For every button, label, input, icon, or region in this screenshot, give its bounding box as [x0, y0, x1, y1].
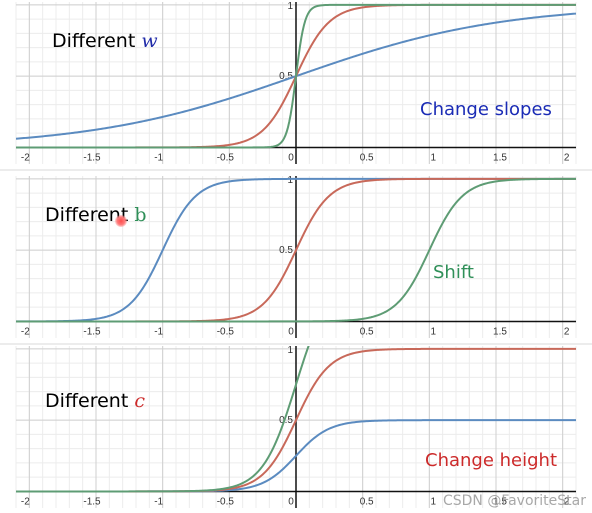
x-tick-label: 0.5 [360, 496, 374, 507]
x-tick-label: -2 [21, 152, 30, 163]
series-3-line [16, 177, 576, 323]
x-tick-label: 0 [288, 496, 294, 507]
cursor-highlight [115, 215, 127, 227]
x-tick-label: 1.5 [493, 326, 507, 337]
x-tick-label: -1.5 [83, 152, 101, 163]
x-tick-label: -0.5 [217, 496, 235, 507]
x-tick-label: 0 [288, 152, 294, 163]
x-tick-label: 1 [431, 326, 437, 337]
panel-1-label: Different w [52, 30, 158, 52]
x-tick-label: 1 [431, 152, 437, 163]
panel-2-label-prefix: Different [45, 204, 129, 226]
x-tick-label: 1.5 [493, 496, 507, 507]
panel-1-note: Change slopes [420, 99, 552, 120]
series-3-line [16, 3, 576, 149]
x-tick-label: -0.5 [217, 152, 235, 163]
x-tick-label: 1.5 [493, 152, 507, 163]
y-tick-label: 1 [287, 345, 293, 356]
panel-3-note: Change height [425, 450, 558, 471]
x-tick-label: 2 [564, 496, 570, 507]
series-3-line [16, 346, 310, 493]
x-tick-label: -1 [154, 496, 163, 507]
panel-3-label-var: c [134, 390, 145, 412]
panel-1-label-var: w [141, 30, 158, 52]
y-tick-label: 0.5 [279, 245, 293, 256]
x-tick-label: 1 [431, 496, 437, 507]
x-tick-label: 2 [564, 152, 570, 163]
x-tick-label: -0.5 [217, 326, 235, 337]
y-tick-label: 0.5 [279, 415, 293, 426]
watermark: CSDN @FavoriteStar [442, 493, 586, 509]
x-tick-label: -1 [154, 152, 163, 163]
x-tick-label: -1.5 [83, 326, 101, 337]
x-tick-label: 0.5 [360, 326, 374, 337]
x-tick-label: 0.5 [360, 152, 374, 163]
x-tick-label: -1 [154, 326, 163, 337]
panel-2-label: Different b [45, 204, 146, 226]
panel-2-note: Shift [433, 262, 474, 283]
panel-1-label-prefix: Different [52, 30, 136, 52]
x-tick-label: 2 [564, 326, 570, 337]
x-tick-label: -2 [21, 496, 30, 507]
y-tick-label: 0.5 [279, 71, 293, 82]
panel-2-label-var: b [134, 204, 147, 226]
y-tick-label: 1 [287, 175, 293, 186]
x-tick-label: -1.5 [83, 496, 101, 507]
panel-3-label-prefix: Different [45, 390, 129, 412]
panel-3-label: Different c [45, 390, 145, 412]
y-tick-label: 1 [287, 1, 293, 12]
x-tick-label: -2 [21, 326, 30, 337]
x-tick-label: 0 [288, 326, 294, 337]
